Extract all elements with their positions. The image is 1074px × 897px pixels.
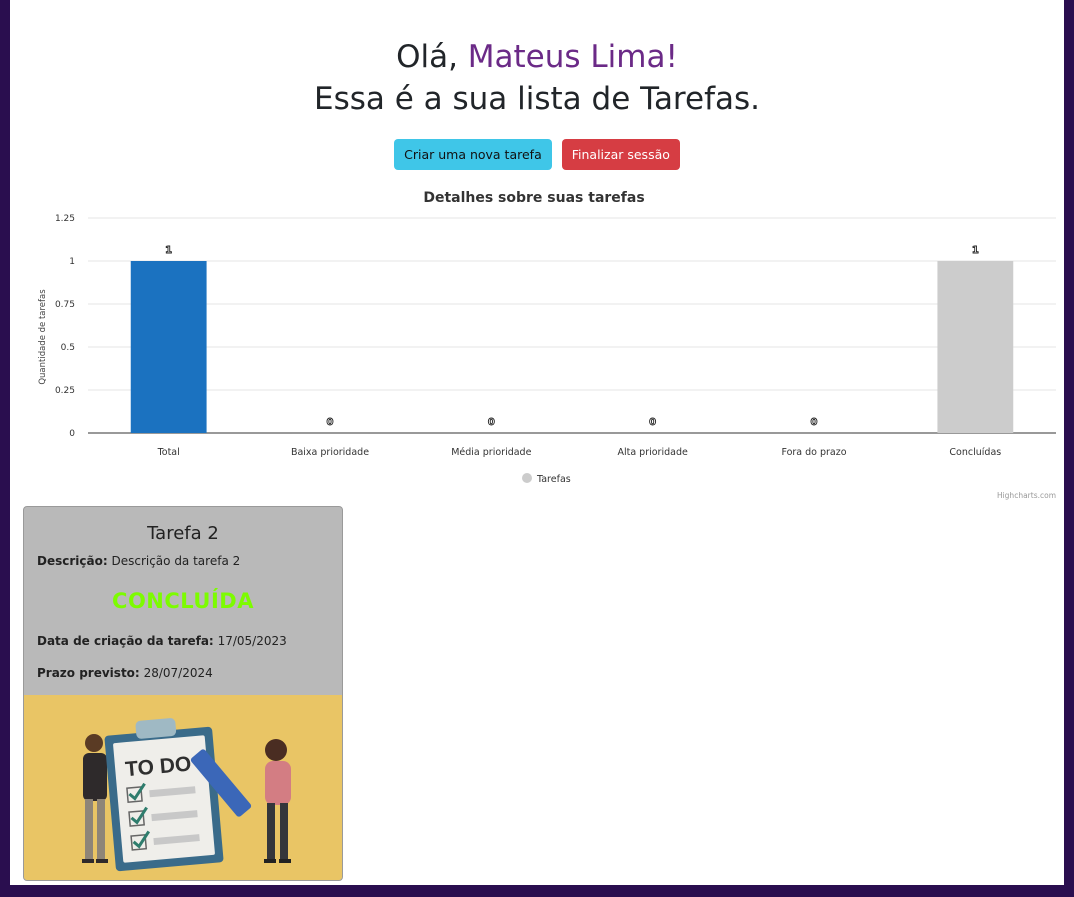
chart-svg: Detalhes sobre suas tarefas 0 0.25 0.5 0.75… [38, 190, 1056, 500]
chart-x-tick-label: Total [157, 447, 180, 458]
logout-button[interactable]: Finalizar sessão [561, 139, 680, 170]
chart-y-tick-label: 0.75 [55, 300, 75, 310]
greeting-hello: Olá, [396, 39, 468, 75]
deadline-label: Prazo previsto: [37, 666, 140, 680]
chart-legend[interactable]: Tarefas [522, 473, 571, 485]
chart-bar [937, 261, 1014, 433]
chart-y-tick-label: 0.25 [55, 386, 75, 396]
pencil-figure [190, 749, 252, 817]
chart-x-tick-label: Concluídas [949, 447, 1001, 458]
chart-data-label: 0 [327, 417, 334, 428]
task-description: Descrição: Descrição da tarefa 2 [37, 554, 240, 568]
chart-y-tick-label: 0 [69, 429, 75, 439]
task-chart: Detalhes sobre suas tarefas 0 0.25 0.5 0.75… [22, 183, 1062, 503]
description-value: Descrição da tarefa 2 [111, 554, 241, 568]
action-buttons: Criar uma nova tarefa Finalizar sessão [10, 139, 1064, 170]
chart-data-label: 0 [811, 417, 818, 428]
chart-x-tick-label: Fora do prazo [781, 447, 846, 458]
task-title: Tarefa 2 [147, 523, 219, 544]
greeting-line: Olá, Mateus Lima! [10, 36, 1064, 78]
deadline-value: 28/07/2024 [143, 666, 213, 680]
todo-illustration: TO DO [24, 695, 342, 880]
chart-x-tick-label: Alta prioridade [617, 447, 688, 458]
chart-credits[interactable]: Highcharts.com [997, 491, 1056, 500]
created-label: Data de criação da tarefa: [37, 634, 214, 648]
greeting-subtitle: Essa é a sua lista de Tarefas. [313, 81, 760, 117]
task-created-date: Data de criação da tarefa: 17/05/2023 [37, 634, 287, 648]
description-label: Descrição: [37, 554, 108, 568]
created-value: 17/05/2023 [217, 634, 287, 648]
task-card: Tarefa 2 Descrição: Descrição da tarefa … [23, 506, 343, 881]
chart-y-tick-label: 1.25 [55, 214, 75, 224]
chart-data-labels: 1 0 0 0 0 1 [165, 245, 980, 429]
chart-y-tick-label: 1 [69, 257, 75, 267]
chart-bar [130, 261, 207, 433]
chart-x-ticks: Total Baixa prioridade Média prioridade Alt… [157, 447, 1002, 458]
chart-bars [130, 261, 1014, 434]
chart-title: Detalhes sobre suas tarefas [423, 190, 644, 206]
chart-gridlines [88, 217, 1056, 434]
chart-y-ticks: 0 0.25 0.5 0.75 1 1.25 [55, 214, 75, 439]
legend-label: Tarefas [536, 474, 571, 485]
chart-y-axis-label: Quantidade de tarefas [38, 289, 48, 385]
chart-y-tick-label: 0.5 [61, 343, 75, 353]
clipboard-figure: TO DO [104, 718, 224, 872]
new-task-button[interactable]: Criar uma nova tarefa [394, 139, 552, 170]
chart-data-label: 1 [165, 245, 172, 256]
user-name: Mateus Lima! [467, 39, 678, 75]
chart-data-label: 0 [649, 417, 656, 428]
chart-x-tick-label: Baixa prioridade [291, 447, 369, 458]
legend-marker [522, 473, 532, 483]
chart-data-label: 1 [972, 245, 979, 256]
person-left-figure [82, 734, 108, 863]
greeting-header: Olá, Mateus Lima! Essa é a sua lista de … [10, 36, 1064, 120]
chart-data-label: 0 [488, 417, 495, 428]
status-badge: CONCLUÍDA [112, 589, 254, 613]
person-right-figure [264, 739, 291, 863]
chart-x-tick-label: Média prioridade [451, 447, 531, 458]
page: Olá, Mateus Lima! Essa é a sua lista de … [10, 0, 1064, 885]
todo-image-text: TO DO [124, 753, 192, 782]
task-deadline: Prazo previsto: 28/07/2024 [37, 666, 213, 680]
